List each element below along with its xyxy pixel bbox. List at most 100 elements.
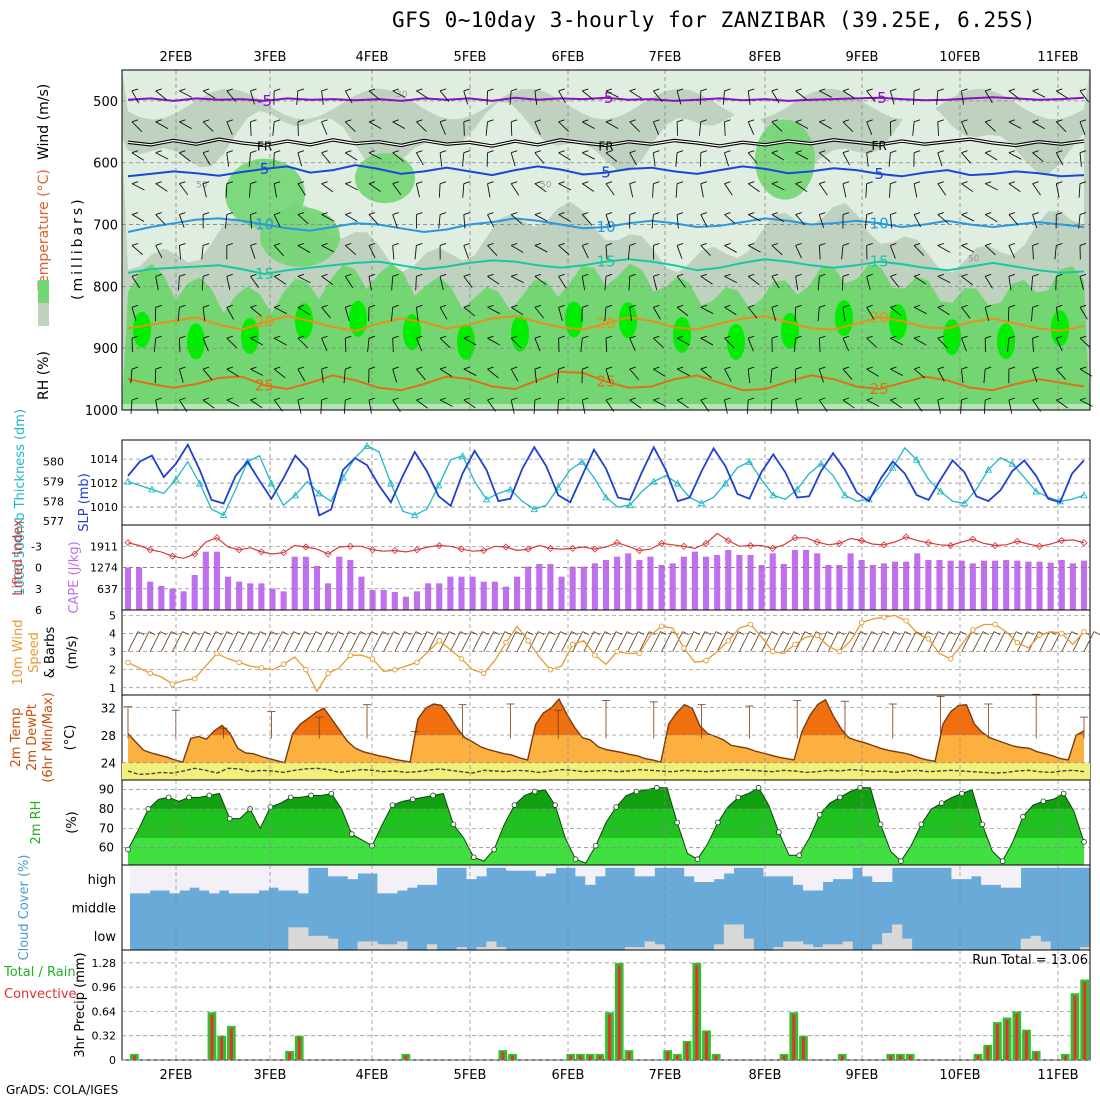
cape-bar <box>959 561 965 610</box>
cloud-high-clear <box>476 865 486 876</box>
precip-convective-bar <box>1083 982 1086 1060</box>
rh-point <box>553 803 558 808</box>
cape-bar <box>1014 561 1020 610</box>
temperature-contour-label: FR <box>872 139 887 153</box>
thickness-tick-label: 580 <box>43 456 64 469</box>
wind-speed-point <box>437 638 442 643</box>
cape-bar <box>792 550 798 610</box>
cape-bar <box>836 565 842 610</box>
wind-barb <box>842 276 843 290</box>
date-label-bottom: 9FEB <box>846 1068 879 1083</box>
cloud-low-fill <box>872 944 882 950</box>
rh-point <box>166 795 171 800</box>
precip-convective-bar <box>618 965 621 1060</box>
rh-contour-label: 50 <box>196 180 208 190</box>
temperature-contour-label: -5 <box>599 89 614 107</box>
thickness-tick-label: 579 <box>43 476 64 489</box>
wind-speed-point <box>170 682 175 687</box>
cloud-low-fill <box>714 944 724 950</box>
temperature-contour-label: 10 <box>870 214 889 232</box>
rh-point <box>390 803 395 808</box>
cloud-low-fill <box>1021 939 1031 950</box>
cloud-high-clear <box>585 865 595 885</box>
cloud-high-clear <box>417 865 427 885</box>
rh-point <box>1041 799 1046 804</box>
precip-convective-bar <box>705 1032 708 1060</box>
ylabel-barbs: & Barbs <box>43 627 58 679</box>
cloud-high-clear <box>278 865 288 891</box>
date-label-top: 7FEB <box>649 50 682 65</box>
temperature-contour-label: 20 <box>596 314 615 332</box>
cape-bar <box>870 565 876 610</box>
wind-speed-point <box>504 640 509 645</box>
wind-speed-point <box>481 671 486 676</box>
cloud-high-clear <box>288 865 298 891</box>
temperature-contour-label: 5 <box>260 160 270 178</box>
rh-point <box>980 822 985 827</box>
precip-convective-bar <box>589 1055 592 1060</box>
cloud-high-clear <box>803 865 813 891</box>
precip-convective-bar <box>230 1028 233 1060</box>
cloud-low-fill <box>902 939 912 950</box>
precip-convective-bar <box>133 1055 136 1060</box>
cape-bar <box>592 563 598 610</box>
cape-bar <box>414 591 420 610</box>
temp-tick-label: 28 <box>101 729 116 743</box>
temperature-contour-label: 5 <box>874 165 884 183</box>
rh-point <box>207 793 212 798</box>
cape-bar <box>892 562 898 610</box>
cloud-high-clear <box>724 865 734 874</box>
cloud-row-label: high <box>88 873 116 888</box>
rh-point <box>512 803 517 808</box>
cloud-high-clear <box>170 865 180 893</box>
cloud-high-clear <box>209 865 219 893</box>
rh-saturated-patch <box>133 312 151 348</box>
cape-bar <box>225 577 231 610</box>
precip-convective-bar <box>841 1055 844 1060</box>
cloud-high-clear <box>516 865 526 871</box>
wind-speed-point <box>348 653 353 658</box>
cloud-high-clear <box>595 865 605 876</box>
rh-moist-patch <box>355 153 415 203</box>
temperature-contour-label: 20 <box>255 313 274 331</box>
rh-tick-label: 80 <box>99 802 114 816</box>
temperature-contour-label: -5 <box>257 92 272 110</box>
rh-point <box>410 797 415 802</box>
temperature-contour-label: 15 <box>596 253 615 271</box>
rh-saturated-patch <box>1051 310 1069 346</box>
wind-speed-point <box>704 658 709 663</box>
rh-point <box>1000 859 1005 864</box>
cape-bar <box>381 590 387 610</box>
precip-convective-bar <box>210 1014 213 1060</box>
precip-tick-label: 0.32 <box>92 1030 117 1043</box>
wind-speed-point <box>326 671 331 676</box>
cloud-high-clear <box>961 865 971 879</box>
precip-convective-bar <box>288 1052 291 1060</box>
cape-bar <box>747 555 753 610</box>
temperature-contour-label: 15 <box>870 253 889 271</box>
cloud-low-fill <box>1031 936 1041 950</box>
cloud-high-clear <box>714 865 724 879</box>
cloud-high-clear <box>783 865 793 876</box>
wind-speed-point <box>304 667 309 672</box>
cape-bar <box>236 582 242 610</box>
temperature-contour-label: -5 <box>872 89 887 107</box>
wind-speed-point <box>726 638 731 643</box>
cloud-high-clear <box>991 865 1001 885</box>
rh-point <box>817 812 822 817</box>
cloud-low-fill <box>368 942 378 951</box>
wind-speed-point <box>259 666 264 671</box>
ylabel-wind-unit: (m/s) <box>65 636 80 670</box>
precip-convective-bar <box>608 1014 611 1060</box>
cape-bar <box>403 597 409 610</box>
cape-bar <box>258 583 264 610</box>
cloud-low-fill <box>793 942 803 951</box>
pressure-tick-label: 500 <box>93 95 118 110</box>
ylabel-cape: CAPE (J/kg) <box>67 541 82 613</box>
wind-speed-point <box>948 657 953 662</box>
wind-barb <box>511 122 512 136</box>
cape-bar <box>803 550 809 610</box>
wind-speed-point <box>548 667 553 672</box>
cloud-high-clear <box>882 865 892 882</box>
ylabel-lifted-index: Lifted Index <box>11 519 26 596</box>
